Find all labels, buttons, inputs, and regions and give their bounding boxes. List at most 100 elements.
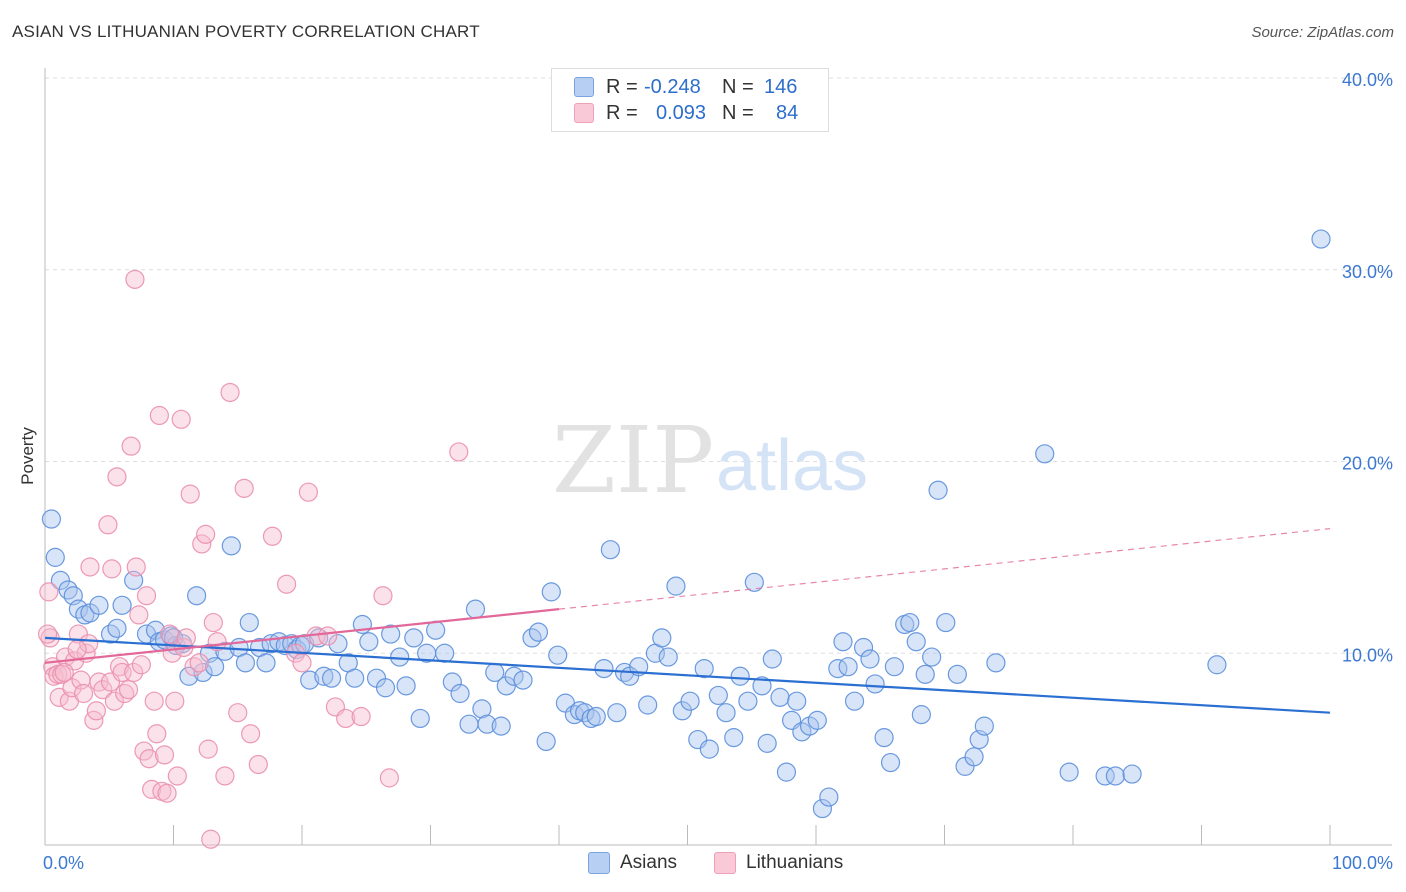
trend-line-lithuanians xyxy=(44,608,560,664)
y-axis-label: Poverty xyxy=(18,427,37,485)
lithuanian-point xyxy=(351,706,371,727)
asian-point xyxy=(906,632,926,652)
asian-point xyxy=(1105,766,1126,786)
asian-point xyxy=(853,637,874,658)
asian-point xyxy=(375,678,396,698)
y-tick-label: 40.0% xyxy=(1342,70,1393,90)
asian-point xyxy=(89,595,109,615)
asian-point xyxy=(600,540,621,560)
lithuanian-point xyxy=(102,559,122,579)
legend-r-value: 0.093 xyxy=(656,101,707,124)
asian-point xyxy=(221,536,241,556)
lithuanian-point xyxy=(104,691,124,711)
asian-point xyxy=(1035,444,1055,464)
lithuanian-point xyxy=(136,586,157,606)
asian-point xyxy=(1207,655,1227,675)
lithuanian-point xyxy=(49,687,69,707)
lithuanian-point xyxy=(118,680,139,700)
asian-point xyxy=(947,664,967,684)
lithuanian-point xyxy=(276,574,297,594)
legend-n-label: N = xyxy=(722,101,754,124)
lithuanian-point xyxy=(147,724,167,744)
asian-point xyxy=(594,658,614,679)
asian-point xyxy=(314,666,334,686)
asian-point xyxy=(880,752,901,773)
asian-point xyxy=(812,798,833,819)
watermark: ZIP atlas xyxy=(552,407,868,514)
asian-point xyxy=(915,664,935,684)
asian-point xyxy=(680,691,700,711)
asian-point xyxy=(235,653,256,673)
correlation-legend: R = -0.248 N = 146 R = 0.093 N = 84 xyxy=(551,68,829,132)
series-asians xyxy=(41,229,1331,819)
asian-point xyxy=(819,787,839,807)
asian-point xyxy=(300,670,320,690)
asian-point xyxy=(666,576,686,596)
lithuanian-point xyxy=(228,703,248,723)
lithuanian-point xyxy=(176,628,196,648)
asian-point xyxy=(548,645,568,665)
asian-point xyxy=(472,699,492,719)
asian-point xyxy=(450,683,470,704)
lithuanian-point xyxy=(115,683,135,704)
lithuanian-point xyxy=(112,662,132,683)
asian-point xyxy=(838,657,858,677)
asian-point xyxy=(757,733,777,753)
lithuanian-point xyxy=(139,749,159,769)
watermark-zip: ZIP xyxy=(552,407,714,514)
asian-point xyxy=(541,582,561,602)
lithuanian-point xyxy=(67,639,87,660)
asian-point xyxy=(792,722,812,742)
lithuanian-point xyxy=(318,626,338,646)
asian-point xyxy=(465,599,486,619)
asian-point xyxy=(724,728,744,748)
legend-n-value: 84 xyxy=(776,101,799,124)
asian-point xyxy=(936,612,956,633)
asian-point xyxy=(699,739,719,759)
lithuanian-point xyxy=(73,683,94,704)
asian-point xyxy=(442,672,462,692)
asian-point xyxy=(770,687,790,707)
lithuanian-point xyxy=(171,409,191,429)
x-tick-label-min: 0.0% xyxy=(43,853,84,873)
lithuanian-point xyxy=(373,586,393,606)
trend-line-extension-lithuanians xyxy=(558,528,1331,610)
asian-point xyxy=(536,731,556,752)
lithuanian-point xyxy=(189,653,209,673)
trend-line-asians xyxy=(44,636,1331,714)
lithuanian-point xyxy=(160,624,180,644)
asian-point xyxy=(874,728,894,748)
lithuanian-point xyxy=(292,653,312,673)
asian-point xyxy=(807,710,827,730)
bottom-legend-label-lithuanians: Lithuanians xyxy=(746,852,844,873)
y-tick-label: 20.0% xyxy=(1342,454,1393,474)
lithuanian-point xyxy=(449,442,469,462)
asian-point xyxy=(865,674,885,694)
lithuanian-point xyxy=(248,754,268,775)
asian-point xyxy=(716,703,736,723)
asian-point xyxy=(860,649,880,669)
asian-point xyxy=(205,657,225,677)
asian-point xyxy=(1311,229,1331,249)
asian-point xyxy=(215,641,235,661)
lithuanian-point xyxy=(144,691,164,711)
lithuanian-point xyxy=(121,436,141,456)
x-tick-label-max: 100.0% xyxy=(1332,853,1393,873)
asian-point xyxy=(513,670,533,690)
asian-point xyxy=(477,714,497,734)
asian-point xyxy=(239,612,259,633)
asian-point xyxy=(652,628,672,648)
legend-row-asians: R = -0.248 N = 146 xyxy=(574,75,797,99)
asian-point xyxy=(107,618,127,638)
watermark-atlas: atlas xyxy=(716,426,868,506)
asian-point xyxy=(58,580,78,600)
asian-point xyxy=(922,647,942,667)
asian-point xyxy=(381,624,401,644)
lithuanian-point xyxy=(180,484,200,504)
asian-point xyxy=(730,666,750,686)
bottom-legend-swatch-asians xyxy=(588,852,610,874)
asian-point xyxy=(586,706,606,727)
asian-point xyxy=(900,612,920,633)
asian-point xyxy=(799,716,820,736)
